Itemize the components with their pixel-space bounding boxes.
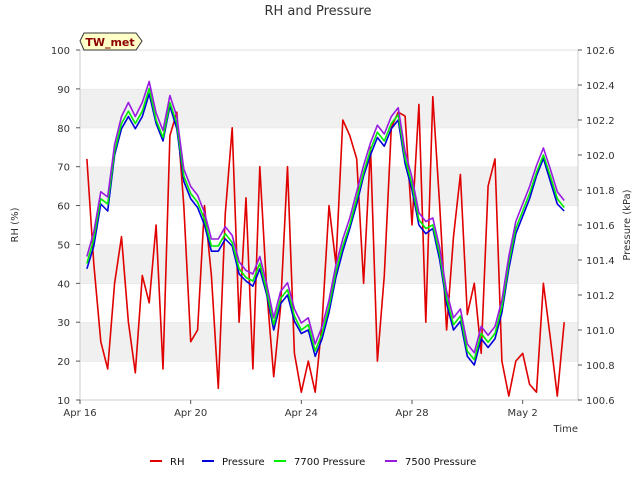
grid-band bbox=[80, 127, 578, 167]
series-layer bbox=[86, 80, 565, 397]
chart-title: RH and Pressure bbox=[264, 4, 371, 19]
x-tick-label: Apr 20 bbox=[174, 408, 207, 419]
y-left-tick-label: 70 bbox=[57, 163, 70, 174]
y-left-tick-label: 10 bbox=[57, 396, 70, 407]
y-left-tick-label: 40 bbox=[57, 279, 70, 290]
legend: RH Pressure 7700 Pressure 7500 Pressure bbox=[150, 457, 476, 468]
grid-band bbox=[80, 50, 578, 89]
legend-label: Pressure bbox=[222, 457, 265, 468]
grid-band bbox=[80, 322, 578, 362]
x-tick-label: Apr 16 bbox=[63, 408, 96, 419]
y-right-tick-label: 100.6 bbox=[586, 396, 615, 407]
y-axis-right-title: Pressure (kPa) bbox=[622, 189, 633, 260]
station-tag-label: TW_met bbox=[85, 36, 134, 49]
x-tick-label: Apr 28 bbox=[395, 408, 428, 419]
x-tick-label: Apr 24 bbox=[285, 408, 318, 419]
x-axis-ticks: Apr 16 Apr 20 Apr 24 Apr 28 May 2 bbox=[63, 400, 538, 419]
series-line-7700-pressure bbox=[86, 87, 565, 361]
y-right-tick-label: 102.2 bbox=[586, 116, 615, 127]
series-line-rh bbox=[86, 95, 565, 397]
grid-band bbox=[80, 244, 578, 284]
y-right-tick-label: 102.0 bbox=[586, 151, 615, 162]
y-axis-left-title: RH (%) bbox=[10, 207, 21, 242]
y-left-tick-label: 90 bbox=[57, 85, 70, 96]
station-tag-box bbox=[79, 32, 143, 51]
y-left-tick-label: 20 bbox=[57, 357, 70, 368]
legend-label: RH bbox=[170, 457, 184, 468]
y-right-tick-label: 101.0 bbox=[586, 326, 615, 337]
y-left-tick-label: 30 bbox=[57, 318, 70, 329]
station-tag: TW_met bbox=[79, 32, 143, 51]
y-right-tick-label: 102.4 bbox=[586, 81, 615, 92]
y-right-tick-label: 101.2 bbox=[586, 291, 615, 302]
y-right-tick-label: 101.8 bbox=[586, 186, 615, 197]
y-right-tick-label: 101.4 bbox=[586, 256, 615, 267]
y-right-tick-label: 102.6 bbox=[586, 46, 615, 57]
y-right-tick-label: 100.8 bbox=[586, 361, 615, 372]
series-line-7500-pressure bbox=[86, 80, 565, 354]
y-left-tick-label: 60 bbox=[57, 202, 70, 213]
legend-label: 7500 Pressure bbox=[405, 457, 476, 468]
y-right-tick-label: 101.6 bbox=[586, 221, 615, 232]
x-tick-label: May 2 bbox=[508, 408, 538, 419]
y-left-tick-label: 50 bbox=[57, 240, 70, 251]
background-bands bbox=[80, 49, 578, 400]
x-axis-title: Time bbox=[553, 424, 578, 435]
y-left-tick-label: 100 bbox=[51, 46, 70, 57]
grid-band bbox=[80, 166, 578, 206]
y-left-tick-label: 80 bbox=[57, 124, 70, 135]
left-axis-ticks: 10 20 30 40 50 60 70 80 90 100 bbox=[51, 46, 80, 407]
grid-band bbox=[80, 88, 578, 128]
right-axis-ticks: 100.6 100.8 101.0 101.2 101.4 101.6 101.8 102.0… bbox=[578, 46, 615, 407]
legend-label: 7700 Pressure bbox=[294, 457, 365, 468]
